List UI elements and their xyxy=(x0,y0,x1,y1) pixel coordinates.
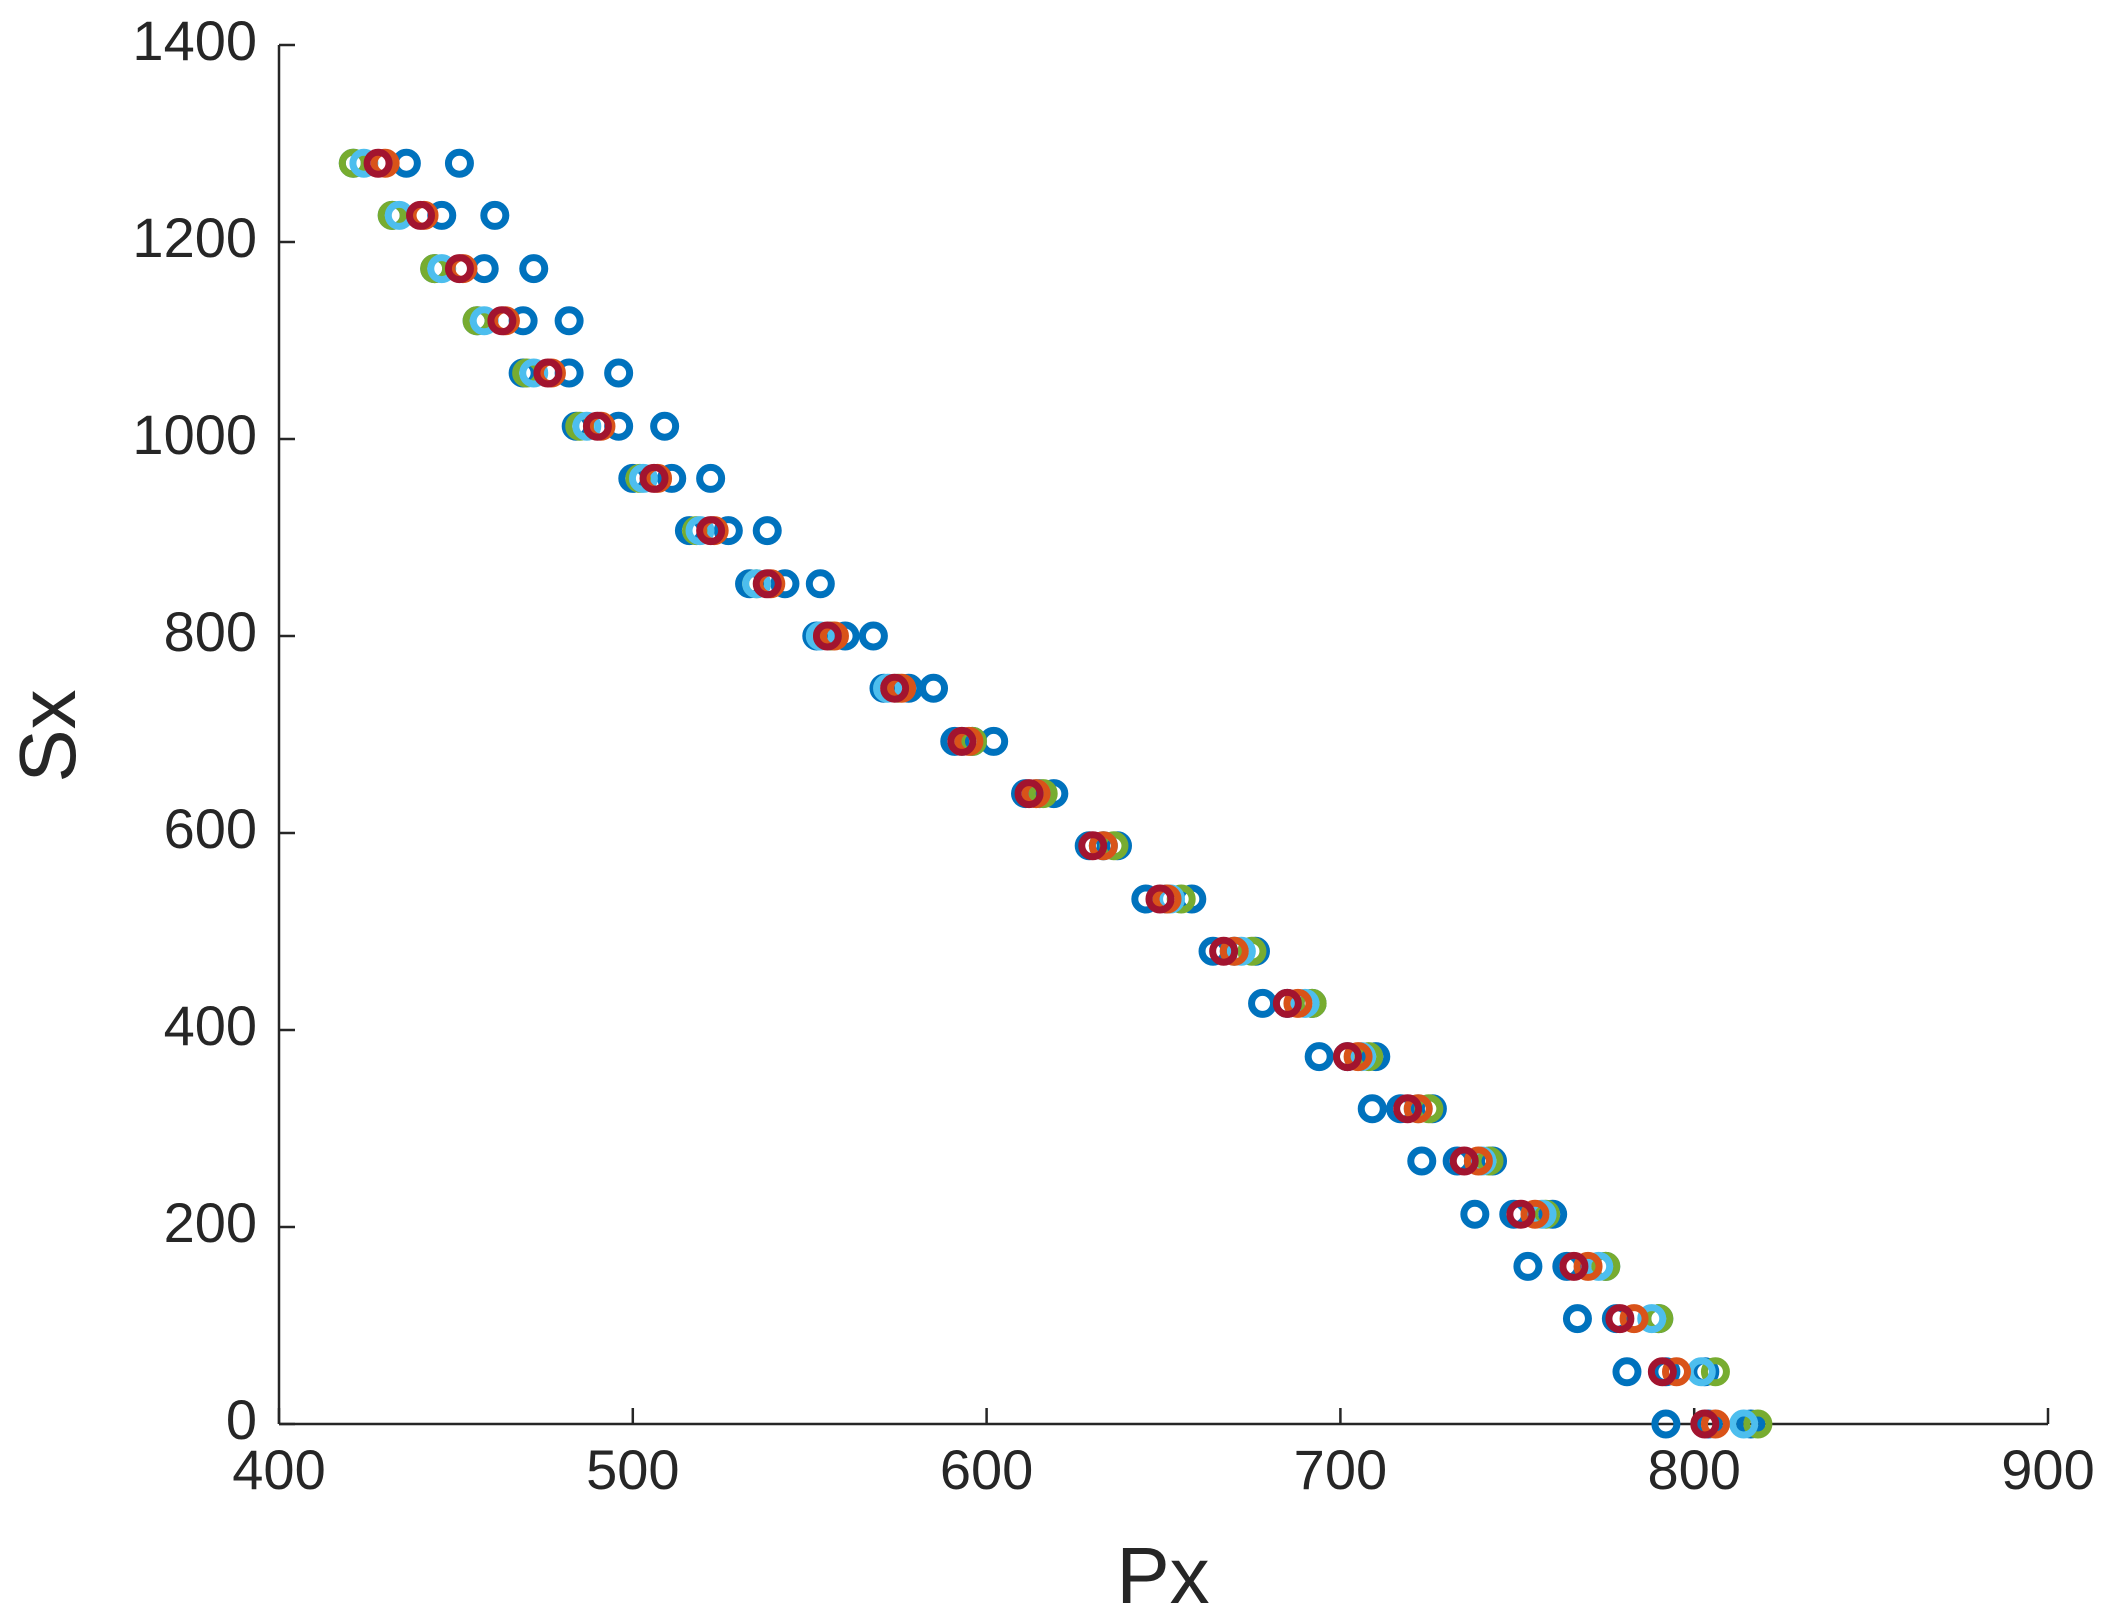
point xyxy=(685,516,715,546)
point xyxy=(519,254,549,284)
point xyxy=(858,621,888,651)
point xyxy=(742,569,772,599)
point xyxy=(1088,831,1118,861)
point xyxy=(770,569,800,599)
point xyxy=(1449,1146,1479,1176)
y-tick-label: 0 xyxy=(226,1388,257,1451)
point xyxy=(1357,1094,1387,1124)
point xyxy=(713,516,743,546)
point xyxy=(1078,831,1108,861)
y-tick-label: 1000 xyxy=(132,403,257,466)
y-tick-label: 600 xyxy=(164,797,257,860)
point xyxy=(1403,1094,1433,1124)
point xyxy=(1237,936,1267,966)
point xyxy=(533,358,563,388)
point xyxy=(1637,1304,1667,1334)
point xyxy=(919,673,949,703)
point xyxy=(628,463,658,493)
point xyxy=(1743,1409,1773,1439)
point xyxy=(1332,1042,1362,1072)
y-tick-label: 800 xyxy=(164,600,257,663)
point xyxy=(1283,988,1313,1018)
point xyxy=(1460,1199,1490,1229)
point xyxy=(1647,1357,1677,1387)
point xyxy=(480,200,510,230)
point xyxy=(1145,884,1175,914)
point xyxy=(1304,1042,1334,1072)
point xyxy=(444,254,474,284)
point xyxy=(1393,1094,1423,1124)
point xyxy=(572,411,602,441)
point xyxy=(1700,1357,1730,1387)
point xyxy=(519,358,549,388)
point xyxy=(1520,1199,1550,1229)
point xyxy=(1014,779,1044,809)
y-tick-label: 200 xyxy=(164,1191,257,1254)
point xyxy=(812,621,842,651)
x-axis-label: Px xyxy=(1116,1531,1209,1620)
point xyxy=(1651,1409,1681,1439)
point xyxy=(1209,936,1239,966)
point xyxy=(650,411,680,441)
point xyxy=(1559,1251,1589,1281)
point xyxy=(406,200,436,230)
y-tick-label: 400 xyxy=(164,994,257,1057)
point xyxy=(604,358,634,388)
point xyxy=(696,463,726,493)
x-tick-label: 800 xyxy=(1647,1438,1740,1501)
x-tick-label: 500 xyxy=(586,1438,679,1501)
x-tick-label: 600 xyxy=(940,1438,1033,1501)
point xyxy=(657,463,687,493)
x-tick-label: 700 xyxy=(1294,1438,1387,1501)
point xyxy=(752,516,782,546)
y-tick-label: 1400 xyxy=(132,9,257,72)
point xyxy=(1343,1042,1373,1072)
point xyxy=(1562,1304,1592,1334)
point xyxy=(1513,1251,1543,1281)
point xyxy=(1272,988,1302,1018)
point xyxy=(582,411,612,441)
y-tick-label: 1200 xyxy=(132,206,257,269)
point xyxy=(1506,1199,1536,1229)
y-axis-label: Sx xyxy=(3,689,92,782)
point xyxy=(1729,1409,1759,1439)
point xyxy=(554,306,584,336)
point xyxy=(1700,1409,1730,1439)
point xyxy=(696,516,726,546)
point xyxy=(805,569,835,599)
point xyxy=(947,726,977,756)
point xyxy=(1662,1357,1692,1387)
point xyxy=(444,148,474,178)
point xyxy=(363,148,393,178)
x-tick-label: 400 xyxy=(232,1438,325,1501)
point xyxy=(1463,1146,1493,1176)
point xyxy=(1573,1251,1603,1281)
point xyxy=(1407,1146,1437,1176)
point xyxy=(1219,936,1249,966)
point xyxy=(639,463,669,493)
point xyxy=(1612,1357,1642,1387)
point xyxy=(1605,1304,1635,1334)
point xyxy=(880,673,910,703)
point xyxy=(487,306,517,336)
x-tick-label: 900 xyxy=(2001,1438,2094,1501)
point xyxy=(1690,1409,1720,1439)
point xyxy=(1619,1304,1649,1334)
point xyxy=(752,569,782,599)
point xyxy=(1248,988,1278,1018)
